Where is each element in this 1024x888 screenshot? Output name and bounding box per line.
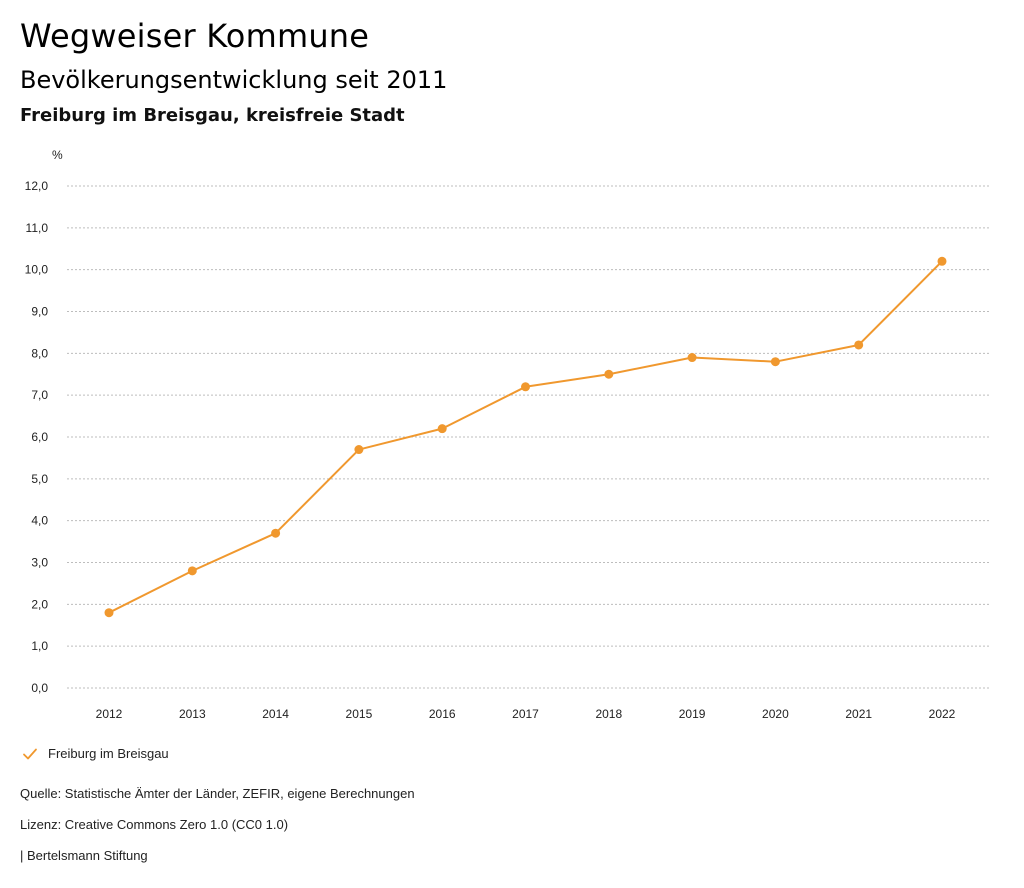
x-tick-label: 2018 (595, 707, 622, 721)
data-point[interactable] (521, 382, 530, 392)
x-tick-label: 2020 (762, 707, 789, 721)
series-line (108, 260, 943, 614)
x-tick-label: 2022 (929, 707, 956, 721)
y-tick-label: 7,0 (31, 388, 48, 402)
x-tick-label: 2013 (179, 707, 206, 721)
x-tick-label: 2014 (262, 707, 289, 721)
x-tick-label: 2021 (845, 707, 872, 721)
y-tick-label: 9,0 (31, 305, 48, 319)
chart-subtitle: Freiburg im Breisgau, kreisfreie Stadt (20, 105, 405, 126)
y-tick-label: 1,0 (31, 639, 48, 653)
y-tick-label: 8,0 (31, 346, 48, 360)
series-freiburg (104, 256, 947, 618)
y-tick-label: 12,0 (25, 179, 49, 193)
y-axis: 0,0 1,0 2,0 3,0 4,0 5,0 6,0 7,0 8,0 9,0 10,0 11,0 12… (25, 179, 49, 695)
y-tick-label: 2,0 (31, 597, 48, 611)
license-note: Lizenz: Creative Commons Zero 1.0 (CC0 1… (20, 817, 289, 832)
y-tick-label: 4,0 (31, 514, 48, 528)
x-tick-label: 2019 (679, 707, 706, 721)
data-point[interactable] (770, 357, 780, 367)
data-point[interactable] (354, 445, 364, 455)
y-tick-label: 3,0 (31, 556, 48, 570)
line-chart: % 0,0 1,0 2,0 3,0 4,0 5,0 6,0 7,0 8,0 9,0 10,0 11,0… (25, 148, 990, 721)
data-point[interactable] (604, 369, 614, 379)
y-axis-unit-label: % (52, 148, 63, 162)
data-point[interactable] (271, 528, 281, 538)
legend-label: Freiburg im Breisgau (48, 746, 169, 761)
data-point[interactable] (937, 256, 947, 266)
check-icon (22, 746, 38, 762)
x-tick-label: 2016 (429, 707, 456, 721)
data-point[interactable] (187, 566, 197, 576)
y-tick-label: 0,0 (31, 681, 48, 695)
data-point[interactable] (854, 340, 864, 350)
chart-title: Bevölkerungsentwicklung seit 2011 (20, 66, 448, 94)
source-note: Quelle: Statistische Ämter der Länder, Z… (20, 786, 415, 801)
app-title: Wegweiser Kommune (20, 17, 370, 55)
data-point[interactable] (104, 608, 114, 618)
x-tick-label: 2015 (346, 707, 373, 721)
x-tick-label: 2017 (512, 707, 539, 721)
y-tick-label: 11,0 (26, 221, 49, 235)
y-tick-label: 6,0 (31, 430, 48, 444)
x-axis: 2012 2013 2014 2015 2016 2017 2018 2019 2020 2021… (96, 707, 956, 721)
gridlines (67, 185, 990, 689)
x-tick-label: 2012 (96, 707, 123, 721)
data-point[interactable] (437, 424, 447, 434)
data-point[interactable] (687, 353, 697, 363)
y-tick-label: 10,0 (25, 263, 49, 277)
publisher-note: | Bertelsmann Stiftung (20, 848, 148, 863)
y-tick-label: 5,0 (31, 472, 48, 486)
legend[interactable]: Freiburg im Breisgau (22, 744, 169, 764)
